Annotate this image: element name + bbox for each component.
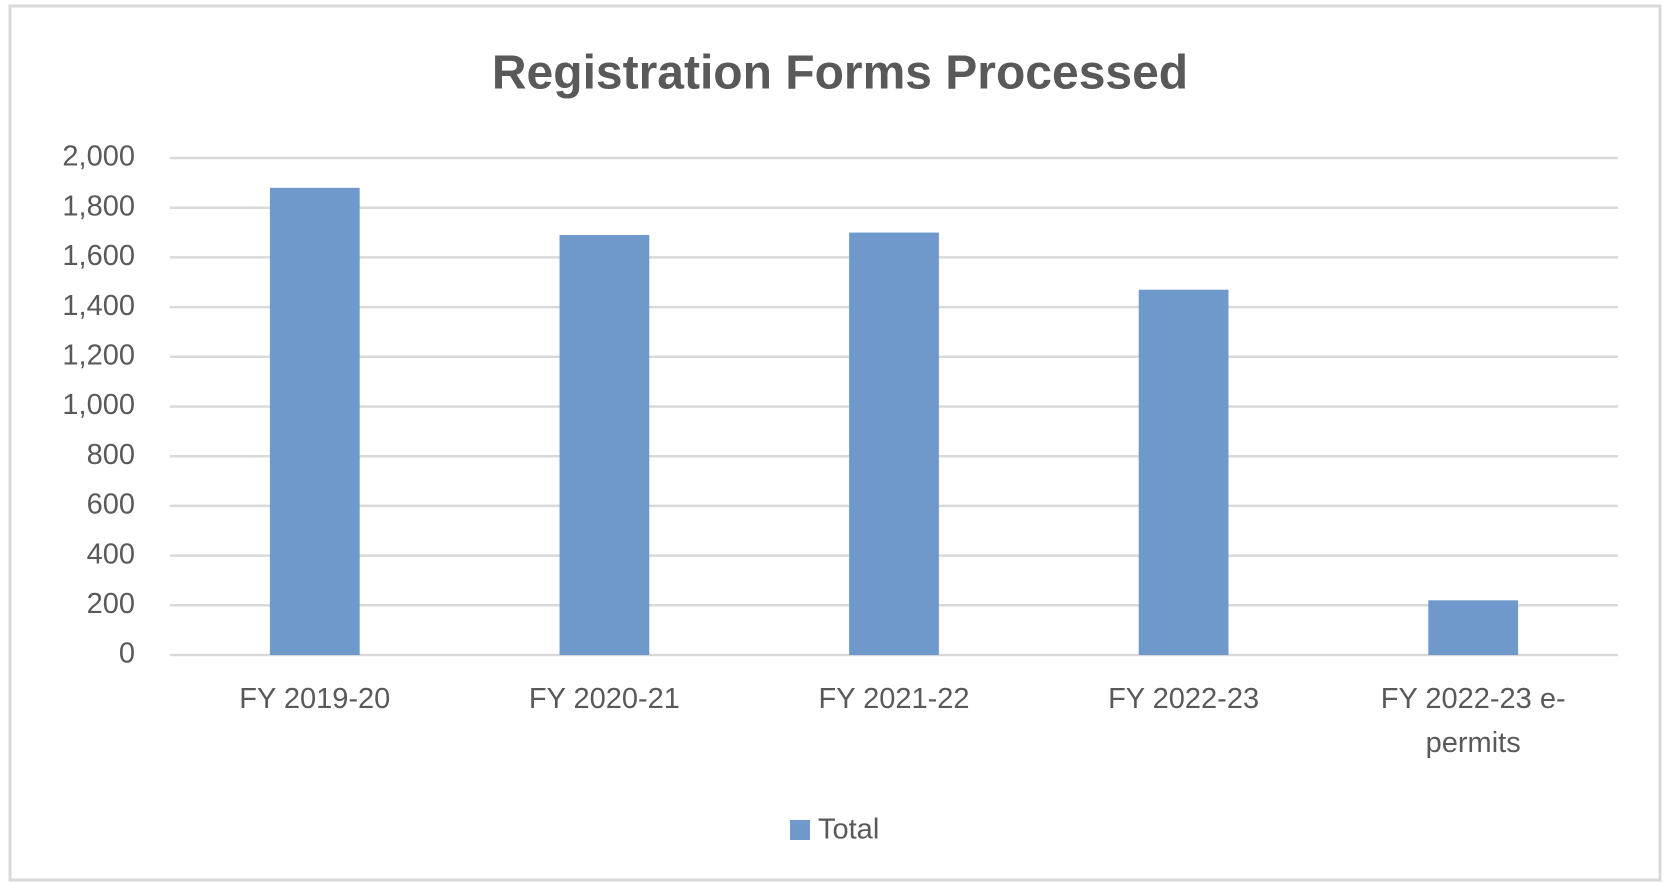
- y-tick-label: 600: [87, 489, 135, 521]
- chart-title: Registration Forms Processed: [492, 47, 1188, 100]
- legend-label: Total: [818, 814, 879, 846]
- y-tick-label: 400: [87, 538, 135, 570]
- bar: [1428, 600, 1519, 655]
- bar: [269, 187, 360, 655]
- bar: [559, 235, 650, 655]
- x-tick-label: FY 2020-21: [528, 683, 680, 715]
- legend-swatch: [790, 820, 810, 840]
- y-tick-label: 1,000: [62, 389, 135, 421]
- x-tick-label: FY 2022-23 e-permits: [1380, 683, 1566, 759]
- bar: [1138, 289, 1229, 655]
- y-tick-label: 0: [119, 638, 135, 670]
- y-tick-label: 1,400: [62, 290, 135, 322]
- y-tick-label: 1,200: [62, 339, 135, 371]
- y-tick-label: 200: [87, 588, 135, 620]
- x-tick-label: FY 2021-22: [818, 683, 970, 715]
- x-tick-label: FY 2019-20: [239, 683, 391, 715]
- y-tick-label: 1,800: [62, 190, 135, 222]
- y-tick-label: 800: [87, 439, 135, 471]
- bar: [849, 232, 939, 656]
- y-tick-label: 2,000: [62, 141, 135, 173]
- y-tick-label: 1,600: [62, 240, 135, 272]
- x-tick-label: FY 2022-23: [1108, 683, 1260, 715]
